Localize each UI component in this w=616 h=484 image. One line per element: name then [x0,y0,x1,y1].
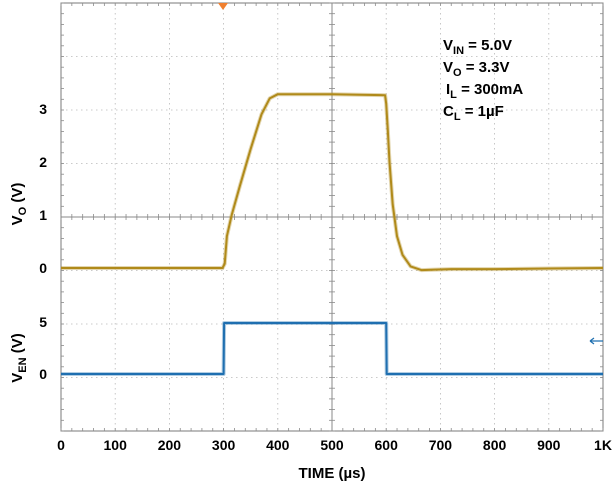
markers [218,3,603,345]
y-tick-label: 2 [39,154,47,170]
labels: 0 100 200 300 400 500 600 700 800 900 1K TIME (µs) 0… [9,37,612,482]
trigger-marker-icon [218,3,228,10]
y-tick-label: 5 [39,314,47,330]
traces [61,92,604,376]
condition-annotation: VO = 3.3V [443,59,510,79]
vo-series-line [61,93,604,272]
y-tick-label: 3 [39,101,47,117]
y-tick-label: 0 [39,366,47,382]
y-tick-label: 0 [39,260,47,276]
x-tick-label: 800 [483,437,507,453]
svg-text:VO (V): VO (V) [9,183,29,226]
x-tick-label: 600 [375,437,399,453]
x-tick-label: 1K [594,437,612,453]
vo-axis-title: VO (V) [9,183,29,226]
ven-axis-title: VEN (V) [9,333,29,382]
x-tick-label: 0 [57,437,65,453]
x-tick-label: 100 [104,437,128,453]
ven-series-line [61,322,603,375]
x-tick-label: 500 [320,437,344,453]
svg-text:VEN (V): VEN (V) [9,333,29,382]
condition-annotation: VIN = 5.0V [443,37,512,57]
x-tick-label: 300 [212,437,236,453]
x-axis-title: TIME (µs) [299,465,366,482]
condition-annotation: CL = 1µF [443,103,504,123]
y-tick-label: 1 [39,207,47,223]
x-tick-label: 700 [429,437,453,453]
x-tick-label: 900 [537,437,561,453]
x-tick-label: 200 [158,437,182,453]
level-marker-icon [589,337,603,345]
x-tick-label: 400 [266,437,290,453]
condition-annotation: IL = 300mA [446,81,523,101]
